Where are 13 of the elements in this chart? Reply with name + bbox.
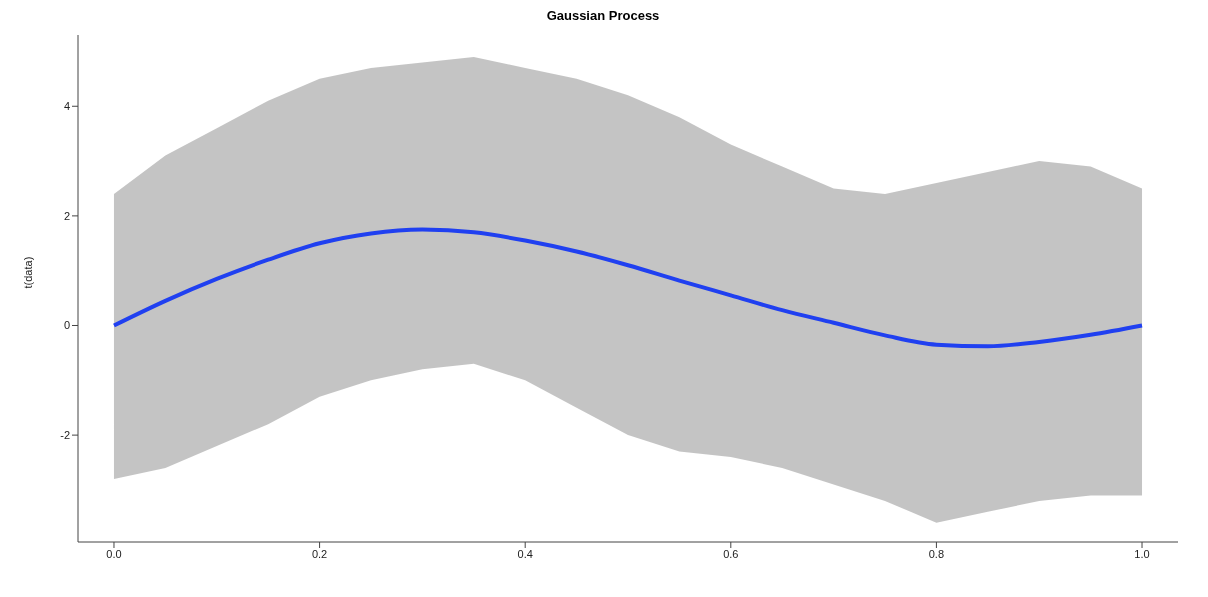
x-tick-label: 1.0	[1134, 547, 1150, 560]
y-tick-label: 2	[63, 209, 70, 222]
x-tick-label: 0.6	[723, 547, 739, 560]
y-tick-label: 0	[63, 319, 70, 332]
x-tick-label: 0.0	[106, 547, 122, 560]
x-tick-label: 0.8	[928, 547, 945, 560]
y-axis-title: t(data)	[21, 256, 34, 289]
line-series	[111, 227, 1145, 349]
y-tick-label: -2	[60, 429, 70, 442]
y-tick-label: 4	[63, 100, 70, 113]
chart-title: Gaussian Process	[545, 8, 661, 23]
x-tick-label: 0.2	[311, 547, 328, 560]
x-tick-label: 0.4	[517, 547, 533, 560]
